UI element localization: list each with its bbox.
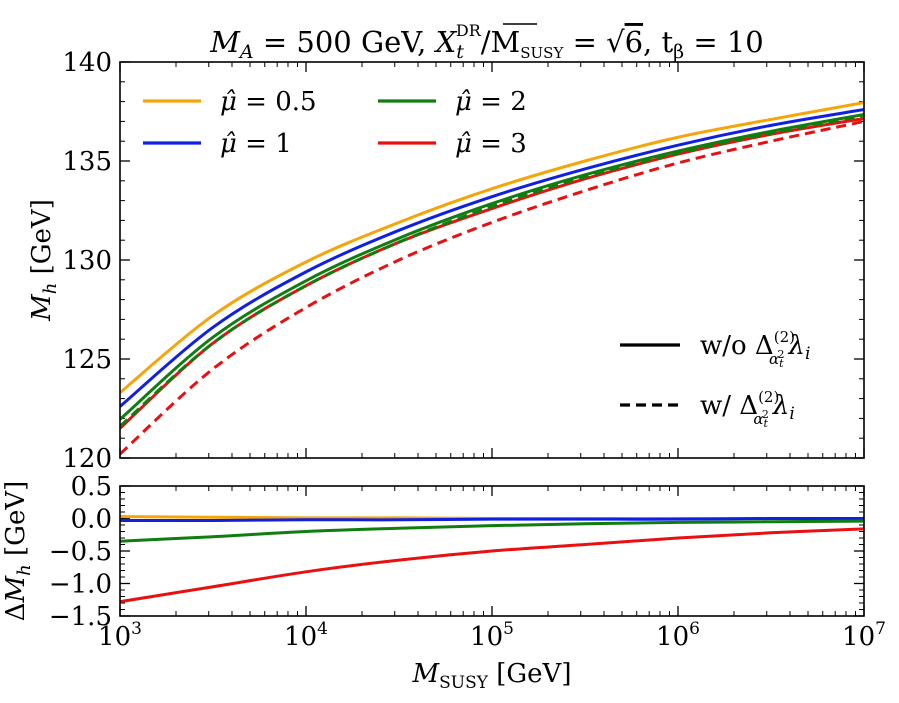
bottom-y-tick-label: −1.0 [49,570,112,600]
bottom-panel: −1.5−1.0−0.50.00.5 ΔMh [GeV] 103 104 105 10… [1,472,886,693]
bottom-series-mu-hat-3 [120,527,864,604]
style-legend: w/o Δ(2) αt2 λi w/ Δ(2) αt2 λi [620,328,810,430]
x-tick-label: 107 [842,619,886,652]
x-tick-label: 105 [470,619,514,652]
top-series-mu-hat-3 [120,116,864,430]
bottom-series [120,515,864,604]
top-y-tick-label: 130 [62,246,112,276]
top-series-mu-hat-1 [120,108,864,408]
bottom-y-tick-label: 0.0 [71,505,112,535]
x-tick-label: 103 [98,619,142,652]
bottom-y-tick-label: −0.5 [49,537,112,567]
mu-legend: μ̂ = 0.5 μ̂ = 1 μ̂ = 2 μ̂ = 3 [143,87,527,159]
top-y-tick-label: 120 [62,444,112,474]
x-tick-labels: 103 104 105 106 107 [98,619,886,652]
bottom-plot-frame [119,485,865,617]
bottom-y-tick-label: −1.5 [49,602,112,632]
bottom-y-axis-label: ΔMh [GeV] [1,481,35,621]
top-y-axis-label: Mh [GeV] [27,199,61,322]
chart-title: MA = 500 GeV, XtDR/MSUSY = √6, tβ = 10 [209,21,764,63]
top-y-tick-labels: 120 125 130 135 140 [62,48,112,474]
top-plot-frame [119,61,865,459]
legend-label-mu-3: μ̂ = 3 [455,129,527,159]
top-series-mu-hat-2 [120,112,864,421]
bottom-ticks [119,485,865,617]
bottom-series-mu-hat-1 [120,516,864,522]
bottom-y-tick-labels: −1.5−1.0−0.50.00.5 [49,472,112,632]
title-dr-superscript: DR [456,21,482,40]
bottom-y-tick-label: 0.5 [71,472,112,502]
bottom-series-mu-hat-2 [120,519,864,543]
top-y-tick-label: 125 [62,345,112,375]
top-series-mu-hat-2-w- [120,113,864,428]
top-series-mu-hat-3-w- [120,119,864,456]
legend-label-mu-0.5: μ̂ = 0.5 [220,87,317,117]
legend-label-mu-2: μ̂ = 2 [455,87,527,117]
top-panel: 120 125 130 135 140 Mh [GeV] μ̂ = 0.5 μ̂ = 1… [27,48,865,474]
x-axis-label: MSUSY [GeV] [412,659,572,693]
legend-label-without: w/o Δ(2) αt2 λi [700,328,810,370]
top-y-tick-label: 140 [62,48,112,78]
top-series-mu-hat-0.5 [120,101,864,394]
top-series [120,101,864,456]
x-tick-label: 104 [284,619,328,652]
legend-label-mu-1: μ̂ = 1 [220,129,292,159]
top-y-tick-label: 135 [62,147,112,177]
title-sqrt-sign: √ [606,25,625,59]
legend-label-with: w/ Δ(2) αt2 λi [700,388,795,430]
x-tick-label: 106 [656,619,700,652]
